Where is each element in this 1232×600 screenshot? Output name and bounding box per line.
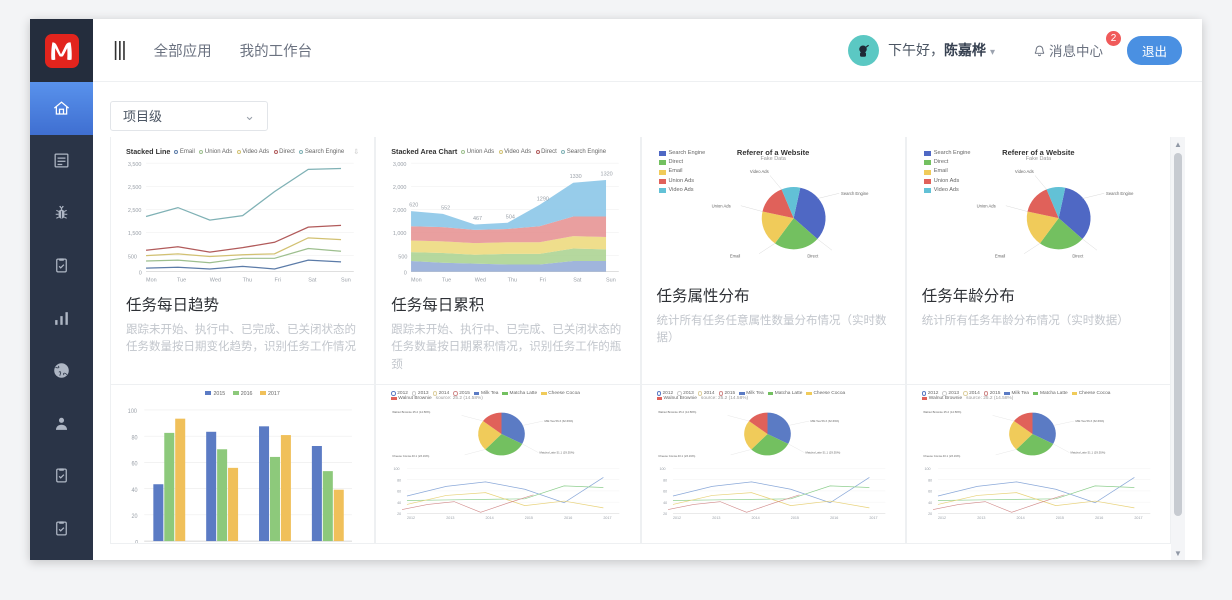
svg-text:Sat: Sat bbox=[573, 277, 582, 283]
svg-text:2015: 2015 bbox=[1056, 516, 1064, 520]
svg-text:2012: 2012 bbox=[407, 516, 415, 520]
svg-text:100: 100 bbox=[924, 467, 930, 471]
svg-text:80: 80 bbox=[663, 478, 667, 482]
svg-text:2,500: 2,500 bbox=[128, 208, 142, 214]
svg-text:Milk Tea 56.3 (32.69%): Milk Tea 56.3 (32.69%) bbox=[1075, 419, 1104, 423]
svg-text:Mon: Mon bbox=[411, 277, 422, 283]
svg-text:Matcha Latte 51.1 (29.55%): Matcha Latte 51.1 (29.55%) bbox=[1070, 451, 1105, 455]
svg-text:2012: 2012 bbox=[672, 516, 680, 520]
svg-text:40: 40 bbox=[397, 501, 401, 505]
svg-text:2017: 2017 bbox=[869, 516, 877, 520]
svg-text:Search Engine: Search Engine bbox=[1106, 191, 1134, 196]
svg-text:Milk Tea 56.3 (32.69%): Milk Tea 56.3 (32.69%) bbox=[810, 419, 839, 423]
svg-text:100: 100 bbox=[128, 409, 138, 416]
svg-text:40: 40 bbox=[131, 488, 138, 495]
svg-text:504: 504 bbox=[506, 214, 515, 220]
svg-text:467: 467 bbox=[473, 216, 482, 222]
svg-text:20: 20 bbox=[663, 512, 667, 516]
svg-text:2014: 2014 bbox=[486, 516, 494, 520]
svg-text:2015: 2015 bbox=[790, 516, 798, 520]
svg-text:1320: 1320 bbox=[601, 172, 613, 178]
svg-text:Milk Tea 56.3 (32.69%): Milk Tea 56.3 (32.69%) bbox=[545, 419, 574, 423]
svg-text:2016: 2016 bbox=[564, 516, 572, 520]
svg-text:40: 40 bbox=[928, 501, 932, 505]
svg-text:Sun: Sun bbox=[606, 277, 616, 283]
svg-text:80: 80 bbox=[928, 478, 932, 482]
svg-text:Wed: Wed bbox=[210, 277, 221, 283]
svg-text:Sun: Sun bbox=[341, 277, 351, 283]
svg-text:Video Ads: Video Ads bbox=[1015, 169, 1034, 174]
svg-text:Cheese Cocoa 40.1 (23.19%): Cheese Cocoa 40.1 (23.19%) bbox=[392, 454, 429, 458]
svg-text:Union Ads: Union Ads bbox=[711, 204, 730, 209]
svg-text:100: 100 bbox=[659, 467, 665, 471]
svg-text:80: 80 bbox=[397, 478, 401, 482]
svg-text:0: 0 bbox=[404, 270, 407, 276]
svg-text:Email: Email bbox=[995, 253, 1006, 258]
svg-text:1,000: 1,000 bbox=[393, 231, 407, 237]
svg-text:80: 80 bbox=[131, 435, 138, 442]
svg-text:3,500: 3,500 bbox=[128, 162, 142, 168]
svg-text:2013: 2013 bbox=[712, 516, 720, 520]
svg-text:Cheese Cocoa 40.1 (23.19%): Cheese Cocoa 40.1 (23.19%) bbox=[923, 454, 960, 458]
svg-text:Tue: Tue bbox=[442, 277, 451, 283]
svg-text:Cheese Cocoa 40.1 (23.19%): Cheese Cocoa 40.1 (23.19%) bbox=[658, 454, 695, 458]
svg-text:Video Ads: Video Ads bbox=[749, 169, 768, 174]
svg-text:0: 0 bbox=[135, 540, 139, 544]
svg-text:620: 620 bbox=[409, 203, 418, 209]
svg-text:Matcha Latte 51.1 (29.55%): Matcha Latte 51.1 (29.55%) bbox=[540, 451, 575, 455]
svg-text:2,000: 2,000 bbox=[393, 208, 407, 214]
svg-text:2013: 2013 bbox=[446, 516, 454, 520]
svg-text:2016: 2016 bbox=[830, 516, 838, 520]
svg-text:1290: 1290 bbox=[537, 197, 549, 203]
svg-text:Mon: Mon bbox=[146, 277, 157, 283]
svg-text:60: 60 bbox=[131, 461, 138, 468]
svg-text:Email: Email bbox=[729, 253, 740, 258]
svg-text:60: 60 bbox=[928, 490, 932, 494]
svg-text:2012: 2012 bbox=[938, 516, 946, 520]
svg-text:2,500: 2,500 bbox=[128, 185, 142, 191]
svg-text:60: 60 bbox=[397, 490, 401, 494]
svg-text:Walnut Brownie 25.2 (14.58%): Walnut Brownie 25.2 (14.58%) bbox=[658, 410, 696, 414]
svg-text:500: 500 bbox=[128, 254, 137, 260]
svg-text:1330: 1330 bbox=[570, 174, 582, 180]
svg-text:552: 552 bbox=[441, 205, 450, 211]
svg-text:Search Engine: Search Engine bbox=[841, 191, 869, 196]
svg-text:Sat: Sat bbox=[308, 277, 317, 283]
svg-text:20: 20 bbox=[131, 514, 138, 521]
svg-text:2,000: 2,000 bbox=[393, 185, 407, 191]
svg-text:20: 20 bbox=[928, 512, 932, 516]
svg-text:20: 20 bbox=[397, 512, 401, 516]
svg-text:2015: 2015 bbox=[525, 516, 533, 520]
svg-text:40: 40 bbox=[663, 501, 667, 505]
svg-text:Thu: Thu bbox=[508, 277, 517, 283]
svg-text:Thu: Thu bbox=[243, 277, 252, 283]
svg-text:Fri: Fri bbox=[275, 277, 281, 283]
svg-text:Direct: Direct bbox=[807, 253, 819, 258]
svg-text:2017: 2017 bbox=[604, 516, 612, 520]
svg-text:2014: 2014 bbox=[751, 516, 759, 520]
svg-text:2014: 2014 bbox=[1016, 516, 1024, 520]
svg-text:2017: 2017 bbox=[1134, 516, 1142, 520]
svg-text:1,500: 1,500 bbox=[128, 231, 142, 237]
svg-text:500: 500 bbox=[399, 254, 408, 260]
svg-text:Wed: Wed bbox=[475, 277, 486, 283]
svg-text:Matcha Latte 51.1 (29.55%): Matcha Latte 51.1 (29.55%) bbox=[805, 451, 840, 455]
svg-text:Fri: Fri bbox=[540, 277, 546, 283]
svg-text:Walnut Brownie 25.2 (14.58%): Walnut Brownie 25.2 (14.58%) bbox=[392, 410, 430, 414]
svg-text:Walnut Brownie 25.2 (14.58%): Walnut Brownie 25.2 (14.58%) bbox=[923, 410, 961, 414]
svg-text:Direct: Direct bbox=[1072, 253, 1084, 258]
svg-text:3,000: 3,000 bbox=[393, 162, 407, 168]
svg-text:0: 0 bbox=[139, 270, 142, 276]
svg-text:60: 60 bbox=[663, 490, 667, 494]
svg-text:100: 100 bbox=[394, 467, 400, 471]
svg-text:2016: 2016 bbox=[1095, 516, 1103, 520]
svg-text:2013: 2013 bbox=[977, 516, 985, 520]
svg-text:Tue: Tue bbox=[177, 277, 186, 283]
svg-text:Union Ads: Union Ads bbox=[976, 204, 995, 209]
